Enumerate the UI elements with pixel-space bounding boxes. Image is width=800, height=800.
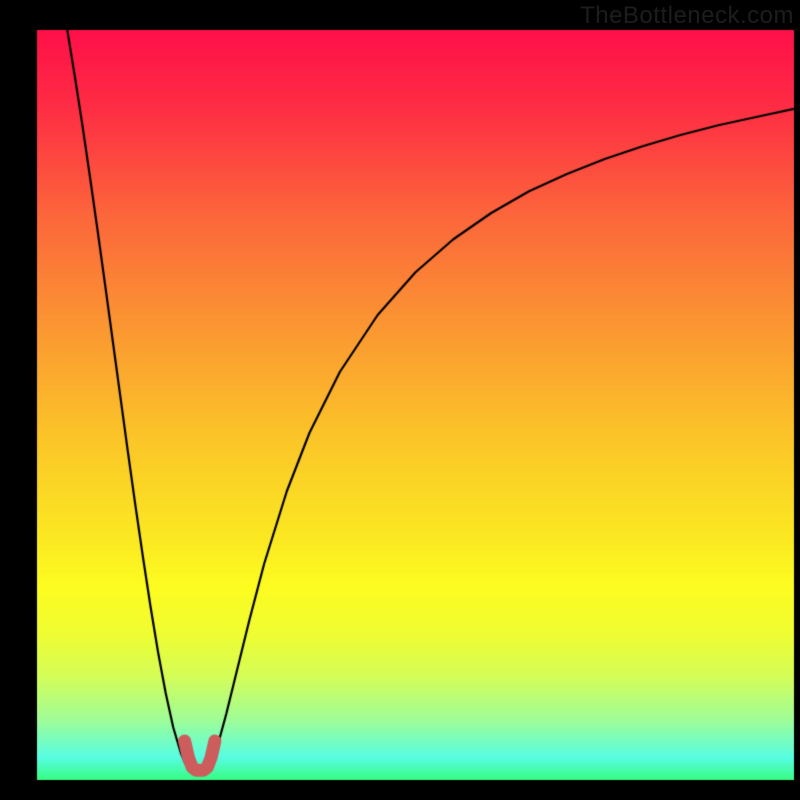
bottleneck-curve-chart — [0, 0, 800, 800]
watermark-label: TheBottleneck.com — [580, 2, 794, 30]
chart-stage: TheBottleneck.com — [0, 0, 800, 800]
